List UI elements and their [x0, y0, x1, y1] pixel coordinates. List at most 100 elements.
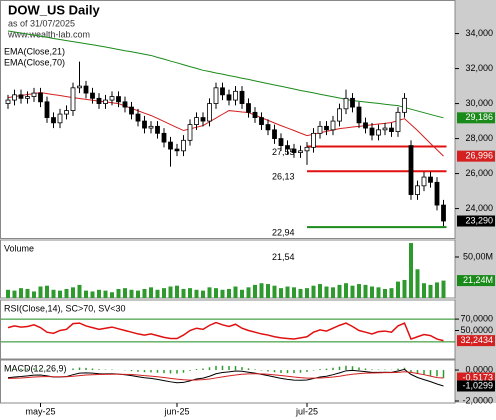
candle-body: [304, 146, 310, 152]
candle-body: [415, 185, 420, 195]
candle-body: [187, 124, 193, 141]
candle-body: [155, 125, 160, 134]
volume-bar: [201, 290, 205, 298]
macd-line: [7, 368, 444, 387]
candle-body: [317, 125, 323, 134]
candle-body: [83, 85, 89, 94]
candle-body: [142, 120, 147, 129]
value-marker-label: -0,5173: [462, 372, 493, 382]
x-tick-label: jul-25: [295, 406, 318, 416]
macd-pane: [0, 359, 456, 404]
volume-bar: [305, 288, 309, 298]
candle-body: [428, 176, 433, 183]
candle-body: [291, 148, 297, 153]
volume-bar: [90, 291, 95, 298]
candle-body: [408, 145, 414, 195]
value-marker: [457, 215, 495, 227]
value-marker-label: 26,996: [465, 151, 493, 161]
volume-bar: [136, 290, 140, 298]
x-tick-label: may-25: [25, 406, 55, 416]
site: www.wealth-lab.com: [7, 29, 90, 39]
volume-bar: [363, 284, 368, 298]
volume-bar: [233, 286, 238, 298]
volume-bar: [97, 289, 101, 298]
level-label: 21,54: [272, 252, 295, 262]
candle-body: [181, 139, 186, 152]
candle-body: [259, 117, 264, 125]
candle-body: [278, 138, 284, 146]
y-tick-label: 26,000: [465, 168, 493, 178]
candle-body: [18, 94, 24, 99]
volume-bar: [51, 289, 56, 298]
volume-bar: [142, 288, 147, 298]
candle-body: [337, 108, 342, 122]
volume-bar: [422, 283, 426, 298]
candle-body: [200, 117, 206, 122]
candle-body: [12, 94, 17, 101]
y-tick-label: 28,000: [465, 133, 493, 143]
volume-bar: [298, 288, 303, 298]
candle-body: [135, 113, 141, 122]
candle-body: [161, 132, 167, 143]
y-tick-label: 70,0000: [460, 313, 493, 323]
candle-body: [376, 129, 381, 136]
volume-bar: [32, 291, 36, 298]
volume-bar: [123, 288, 127, 298]
candle-body: [116, 96, 121, 103]
rsi-line: [7, 321, 444, 342]
volume-bar: [350, 285, 355, 298]
rsi-pane: [0, 299, 456, 360]
volume-bar: [84, 290, 88, 298]
candle-body: [226, 94, 232, 101]
candle-body: [129, 106, 134, 115]
y-tick-label: 24,000: [465, 203, 493, 213]
macd-line: [7, 371, 444, 381]
y-tick-label: 30,000: [465, 98, 493, 108]
candle-body: [421, 176, 427, 187]
volume-bar: [181, 288, 186, 298]
volume-bar: [376, 287, 381, 298]
volume-bar: [110, 292, 114, 298]
candle-body: [148, 125, 154, 129]
value-marker-label: -1,0299: [462, 380, 493, 390]
candle-body: [70, 87, 76, 111]
candle-body: [194, 117, 199, 125]
value-marker: [457, 335, 495, 347]
volume-bar: [253, 284, 257, 298]
volume-bar: [246, 287, 251, 298]
candle-body: [5, 99, 11, 104]
volume-bar: [292, 287, 296, 298]
volume-bar: [116, 288, 121, 298]
candle-body: [77, 85, 82, 89]
volume-bar: [168, 286, 173, 298]
level-label: 26,13: [272, 172, 295, 182]
volume-bar: [324, 286, 329, 298]
volume-bar: [58, 290, 62, 298]
candle-body: [90, 92, 95, 99]
candle-body: [330, 120, 336, 131]
candle-body: [389, 127, 394, 132]
x-tick-label: jun-25: [163, 406, 189, 416]
volume-bar: [149, 287, 153, 298]
volume-bar: [285, 286, 290, 298]
candle-body: [174, 148, 180, 152]
volume-bar: [311, 285, 316, 298]
volume-bar: [155, 289, 160, 298]
ema-line: [7, 30, 444, 119]
value-marker-label: 29,186: [465, 112, 493, 122]
volume-bar: [194, 289, 199, 298]
volume-bar: [45, 285, 49, 298]
pane-title: MACD(12,26,9): [4, 363, 67, 373]
y-tick-label: 34,000: [465, 28, 493, 38]
y-tick-label: 0,0000: [465, 364, 493, 374]
candle-body: [434, 181, 440, 206]
title: DOW_US Daily: [8, 2, 101, 17]
y-tick-label: 50,0000: [460, 325, 493, 335]
legend-entry: EMA(Close,21): [4, 46, 65, 56]
y-tick-label: -2,0000: [462, 395, 493, 405]
volume-bar: [19, 288, 23, 298]
candle-body: [402, 97, 407, 113]
value-marker-label: 21,24M: [463, 275, 493, 285]
